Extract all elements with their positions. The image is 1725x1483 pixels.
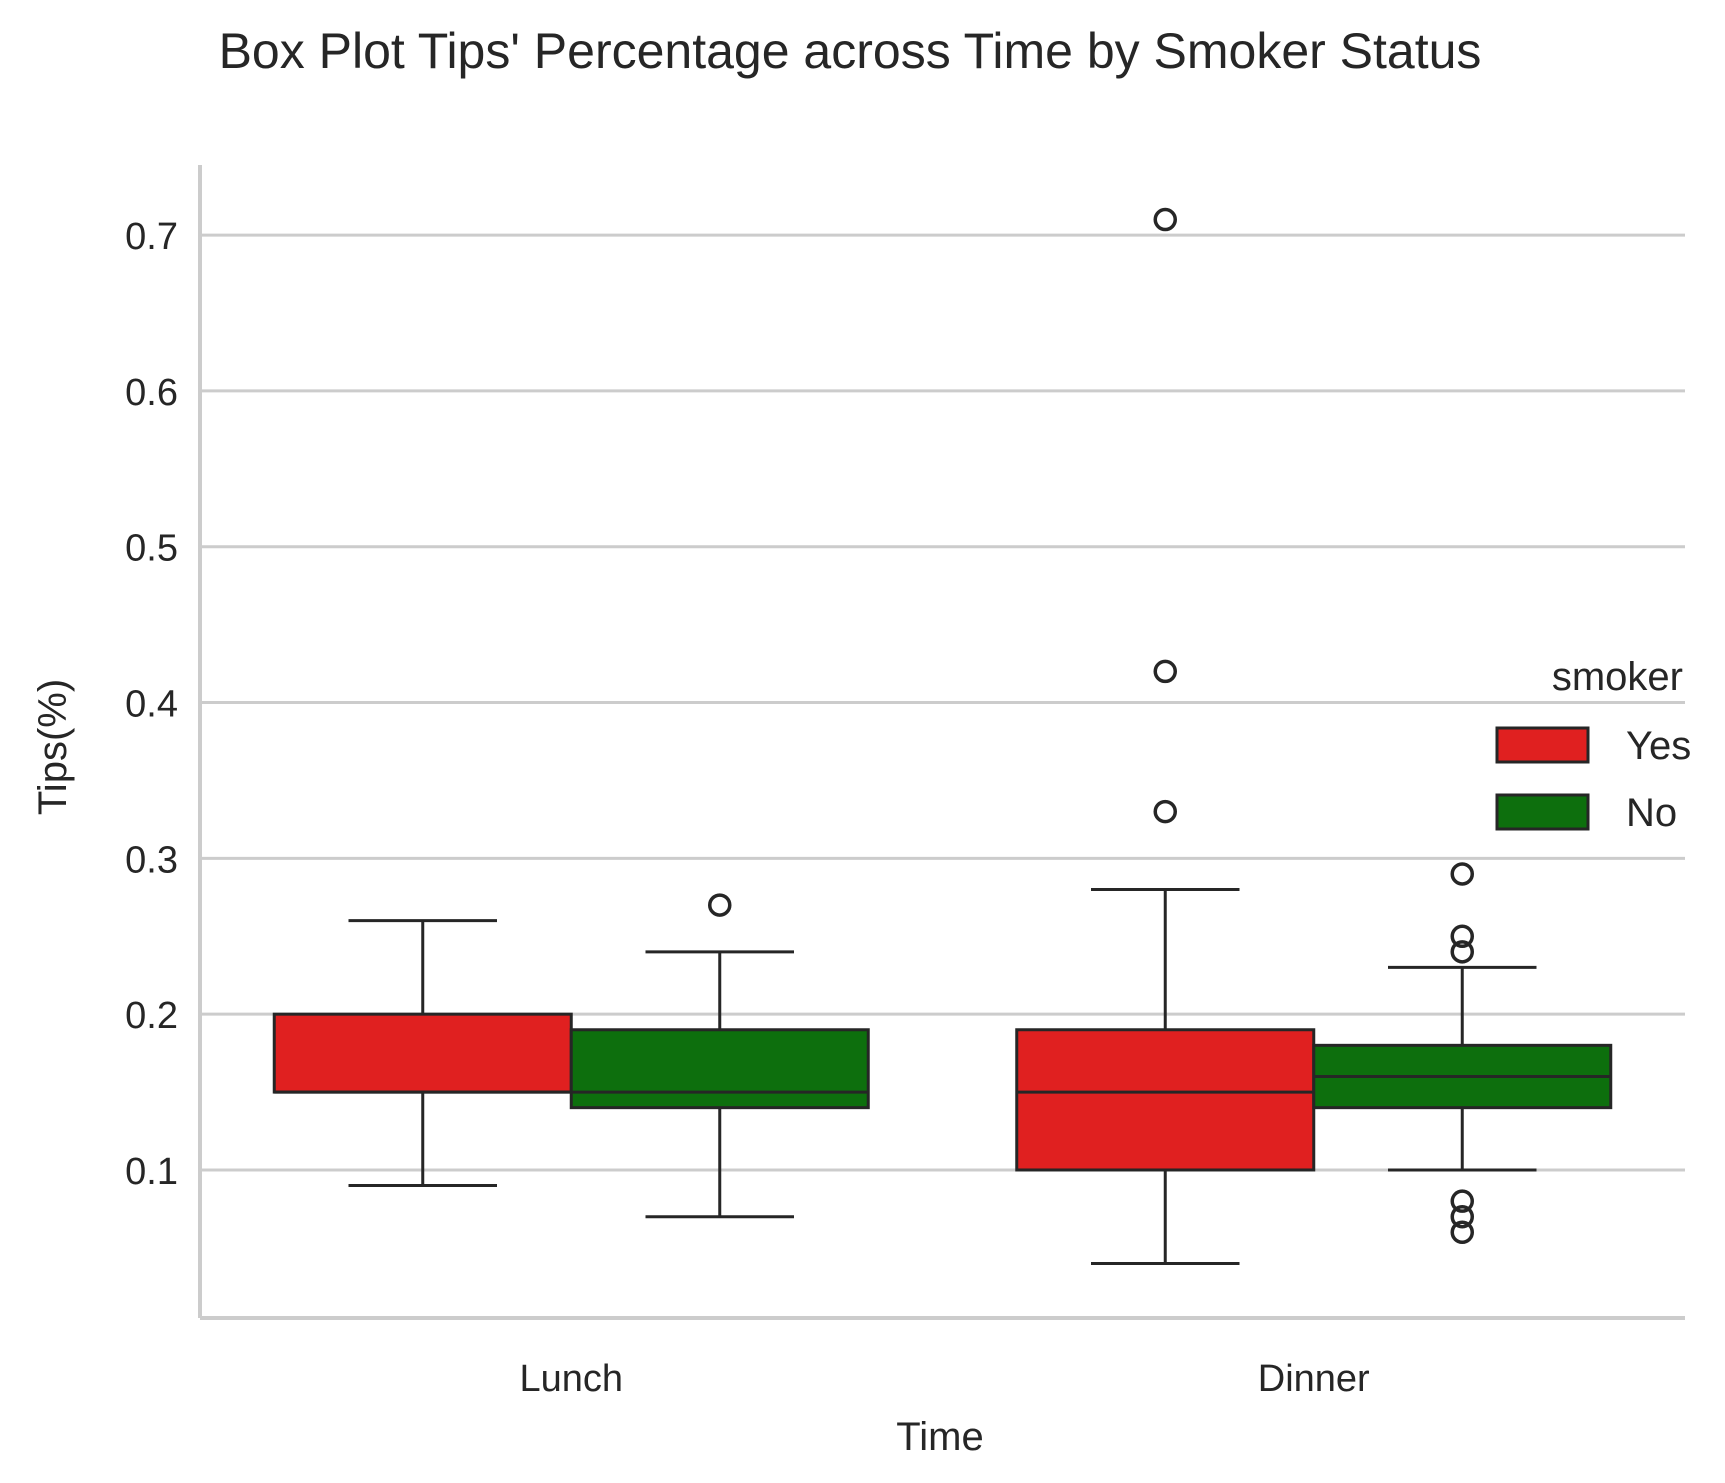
outlier-point [1450, 1204, 1474, 1229]
legend-title: smoker [1552, 655, 1683, 699]
outlier-point [1450, 924, 1474, 949]
outlier-point [1450, 1189, 1474, 1213]
iqr-box [569, 1028, 870, 1110]
outlier-point [708, 893, 732, 917]
plot-area: 0.1 0.2 0.3 0.4 0.5 0.6 0.7 Lunch Dinner [125, 165, 1685, 1400]
y-tick-label: 0.7 [125, 216, 178, 258]
y-tick-label: 0.6 [125, 372, 178, 414]
y-tick-label: 0.2 [125, 995, 178, 1037]
legend: smoker Yes No [1495, 655, 1691, 835]
outlier-point [1450, 862, 1474, 886]
y-tick-label: 0.3 [125, 839, 178, 881]
y-tick-label: 0.1 [125, 1151, 178, 1193]
outlier-point [1450, 940, 1474, 964]
outlier-point [1153, 799, 1177, 824]
box-no-dinner [1312, 862, 1613, 1245]
chart-title: Box Plot Tips' Percentage across Time by… [219, 23, 1482, 79]
legend-swatch-no [1495, 793, 1590, 831]
outlier-point [1153, 207, 1177, 232]
iqr-box [272, 1012, 573, 1094]
outlier-point [1153, 659, 1177, 684]
legend-label-no: No [1626, 791, 1677, 835]
box-yes-lunch [272, 919, 573, 1188]
outlier-point [1450, 1220, 1474, 1245]
y-tick-label: 0.5 [125, 528, 178, 570]
x-tick-label: Lunch [519, 1358, 623, 1400]
x-tick-label: Dinner [1258, 1358, 1370, 1400]
legend-label-yes: Yes [1626, 724, 1691, 768]
x-axis-label: Time [896, 1415, 983, 1459]
box-yes-dinner [1015, 207, 1316, 1265]
y-axis-label: Tips(%) [31, 679, 75, 815]
iqr-box [1015, 1028, 1316, 1172]
legend-swatch-yes [1495, 726, 1590, 764]
y-tick-label: 0.4 [125, 684, 178, 726]
box-no-lunch [569, 893, 870, 1219]
